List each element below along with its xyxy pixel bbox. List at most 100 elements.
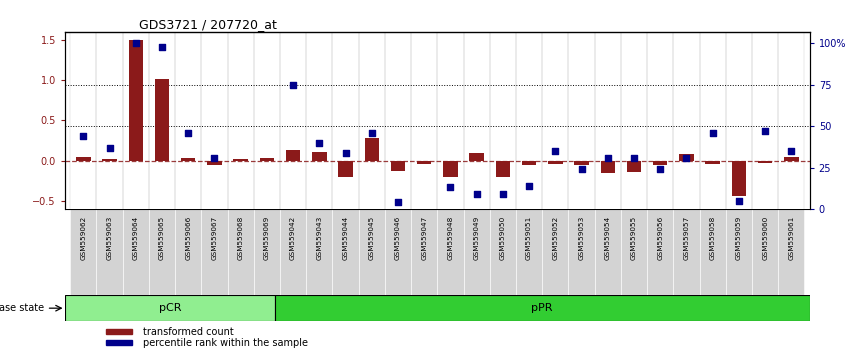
- Bar: [228, 209, 254, 295]
- Bar: [653, 161, 668, 165]
- Text: GSM559043: GSM559043: [316, 216, 322, 260]
- Bar: [752, 209, 779, 295]
- Bar: [522, 161, 536, 165]
- Point: [129, 41, 143, 46]
- Bar: [65, 295, 275, 321]
- Point: [732, 198, 746, 204]
- Text: GSM559047: GSM559047: [421, 216, 427, 260]
- Bar: [128, 40, 143, 161]
- Point: [181, 130, 195, 136]
- Text: GSM559051: GSM559051: [527, 216, 532, 260]
- Text: GSM559060: GSM559060: [762, 216, 768, 260]
- Bar: [333, 209, 359, 295]
- Point: [653, 166, 667, 172]
- Bar: [359, 209, 385, 295]
- Bar: [548, 161, 563, 164]
- Bar: [443, 161, 457, 177]
- Bar: [207, 161, 222, 165]
- Bar: [574, 161, 589, 165]
- Bar: [706, 161, 720, 164]
- Point: [208, 155, 222, 160]
- Bar: [260, 158, 274, 161]
- Bar: [627, 161, 641, 172]
- Bar: [595, 209, 621, 295]
- Text: GSM559053: GSM559053: [578, 216, 585, 260]
- Point: [365, 130, 378, 136]
- Bar: [312, 152, 326, 161]
- Point: [601, 155, 615, 160]
- Bar: [411, 209, 437, 295]
- Text: GSM559066: GSM559066: [185, 216, 191, 260]
- Bar: [732, 161, 746, 196]
- Text: percentile rank within the sample: percentile rank within the sample: [143, 338, 308, 348]
- Text: GSM559056: GSM559056: [657, 216, 663, 260]
- Bar: [76, 158, 91, 161]
- Text: GSM559050: GSM559050: [500, 216, 506, 260]
- Point: [286, 82, 300, 88]
- Bar: [280, 209, 307, 295]
- Bar: [106, 340, 132, 345]
- Text: GSM559067: GSM559067: [211, 216, 217, 260]
- Point: [313, 140, 326, 145]
- Point: [785, 148, 798, 154]
- Bar: [437, 209, 463, 295]
- Text: GSM559069: GSM559069: [264, 216, 270, 260]
- Bar: [155, 79, 169, 161]
- Bar: [469, 153, 484, 161]
- Bar: [201, 209, 228, 295]
- Bar: [463, 209, 490, 295]
- Point: [627, 155, 641, 160]
- Bar: [106, 329, 132, 334]
- Bar: [149, 209, 175, 295]
- Bar: [568, 209, 595, 295]
- Text: GSM559068: GSM559068: [237, 216, 243, 260]
- Text: GSM559045: GSM559045: [369, 216, 375, 260]
- Bar: [679, 154, 694, 161]
- Text: GSM559065: GSM559065: [159, 216, 165, 260]
- Text: GSM559062: GSM559062: [81, 216, 87, 260]
- Text: disease state: disease state: [0, 303, 44, 313]
- Bar: [516, 209, 542, 295]
- Bar: [542, 209, 568, 295]
- Text: GSM559058: GSM559058: [709, 216, 715, 260]
- Point: [706, 130, 720, 136]
- Text: GSM559057: GSM559057: [683, 216, 689, 260]
- Bar: [495, 161, 510, 177]
- Text: GSM559064: GSM559064: [132, 216, 139, 260]
- Bar: [621, 209, 647, 295]
- Text: GSM559042: GSM559042: [290, 216, 296, 260]
- Text: GSM559052: GSM559052: [553, 216, 559, 260]
- Text: GSM559044: GSM559044: [343, 216, 348, 260]
- Text: transformed count: transformed count: [143, 327, 234, 337]
- Bar: [70, 209, 96, 295]
- Bar: [417, 161, 431, 164]
- Point: [759, 128, 772, 134]
- Point: [155, 44, 169, 50]
- Text: pCR: pCR: [158, 303, 181, 313]
- Bar: [175, 209, 201, 295]
- Point: [548, 148, 562, 154]
- Bar: [234, 159, 248, 161]
- Bar: [726, 209, 752, 295]
- Point: [469, 191, 483, 197]
- Bar: [391, 161, 405, 171]
- Bar: [779, 209, 805, 295]
- Bar: [647, 209, 674, 295]
- Text: GSM559063: GSM559063: [107, 216, 113, 260]
- Bar: [286, 150, 301, 161]
- Text: pPR: pPR: [532, 303, 553, 313]
- Text: GDS3721 / 207720_at: GDS3721 / 207720_at: [139, 18, 277, 31]
- Text: GSM559061: GSM559061: [788, 216, 794, 260]
- Bar: [181, 158, 196, 161]
- Text: GSM559048: GSM559048: [448, 216, 454, 260]
- Bar: [490, 209, 516, 295]
- Bar: [385, 209, 411, 295]
- Bar: [758, 161, 772, 163]
- Bar: [674, 209, 700, 295]
- Bar: [784, 158, 798, 161]
- Point: [522, 183, 536, 189]
- Bar: [275, 295, 810, 321]
- Bar: [96, 209, 123, 295]
- Bar: [123, 209, 149, 295]
- Point: [575, 166, 589, 172]
